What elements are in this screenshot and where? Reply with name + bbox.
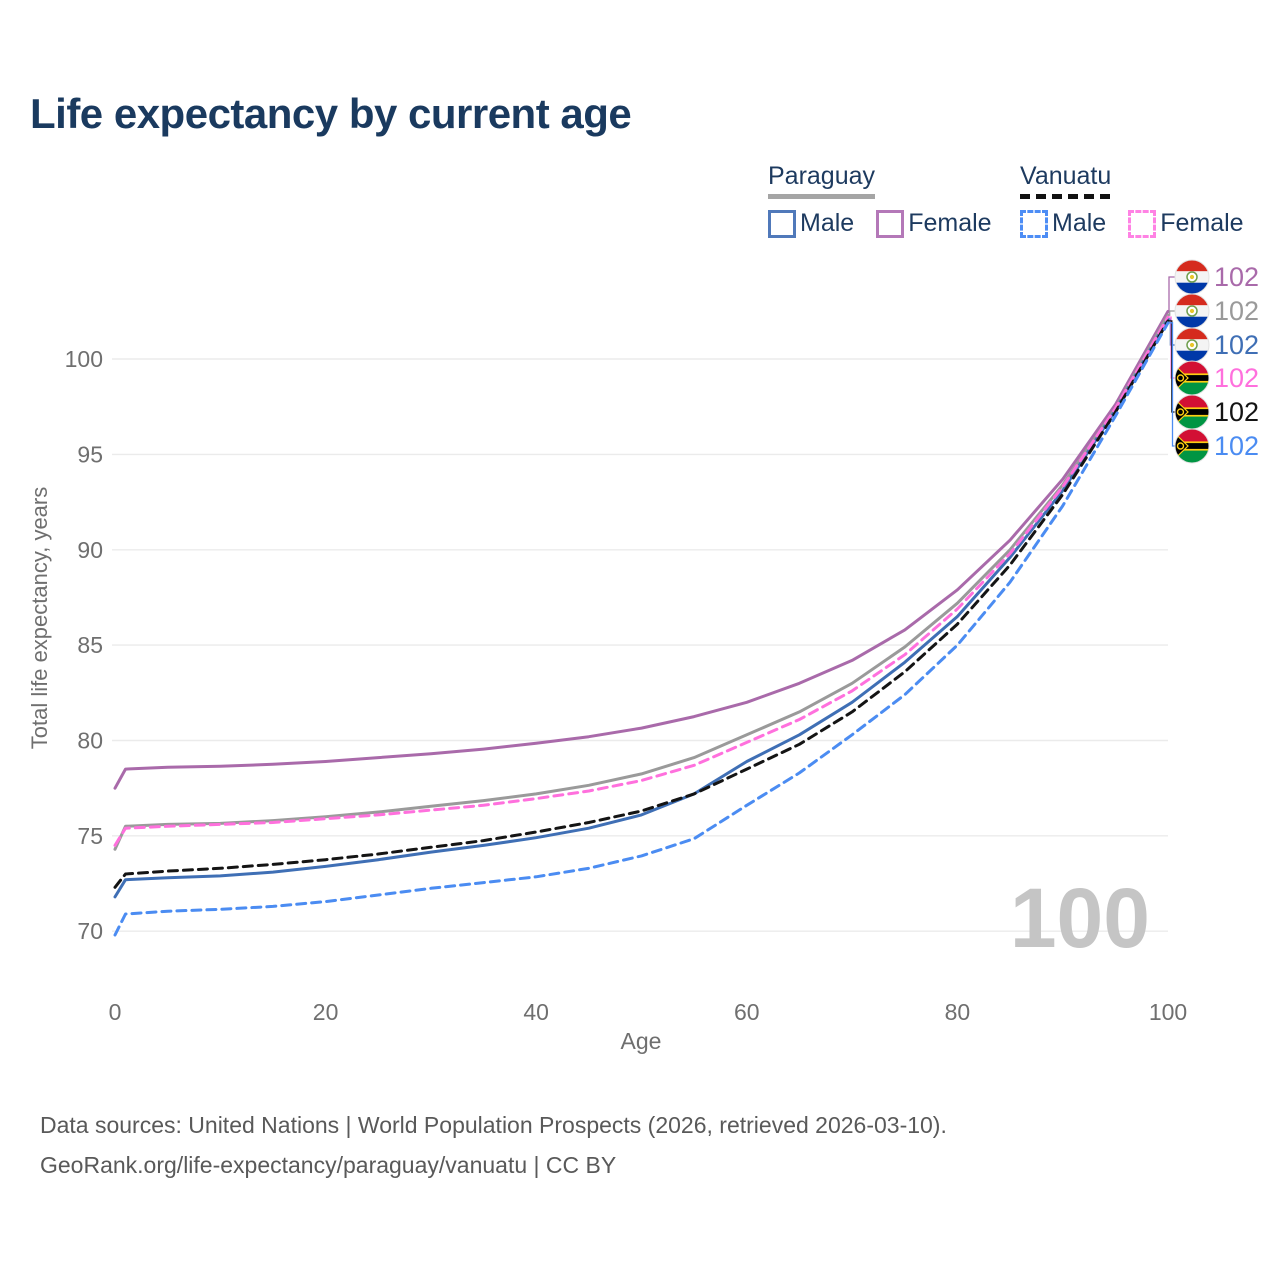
flag-paraguay-icon — [1174, 259, 1210, 295]
callout-connector — [1168, 276, 1175, 313]
legend-country-paraguay: Paraguay — [768, 162, 876, 199]
series-line-vanuatu-female — [113, 315, 1170, 847]
y-tick-label: 100 — [65, 346, 103, 372]
vanuatu-male-swatch-icon — [1020, 209, 1048, 238]
legend-country-label-vanuatu: Vanuatu — [1020, 162, 1112, 190]
end-value-label: 102 — [1214, 363, 1259, 393]
y-tick-label: 70 — [77, 918, 103, 944]
legend-item-label: Male — [1052, 209, 1107, 237]
axis-title-y: Total life expectancy, years — [27, 487, 52, 750]
legend-item-vanuatu-female[interactable]: Female — [1128, 209, 1244, 238]
flag-paraguay-icon — [1174, 327, 1210, 363]
legend-group-paraguay: Paraguay Male Female — [768, 162, 992, 238]
footer: Data sources: United Nations | World Pop… — [40, 1105, 947, 1185]
end-value-label: 102 — [1214, 330, 1259, 360]
legend-item-paraguay-male[interactable]: Male — [768, 209, 854, 238]
y-tick-label: 90 — [77, 537, 103, 563]
y-tick-label: 80 — [77, 728, 103, 754]
flag-paraguay-icon — [1174, 293, 1210, 329]
footer-attribution: GeoRank.org/life-expectancy/paraguay/van… — [40, 1152, 617, 1178]
callout-connector — [1168, 320, 1175, 413]
paraguay-male-swatch-icon — [768, 209, 796, 238]
end-value-label: 102 — [1214, 296, 1259, 326]
legend-country-vanuatu: Vanuatu — [1020, 162, 1112, 199]
legend-item-vanuatu-male[interactable]: Male — [1020, 209, 1106, 238]
vanuatu-female-swatch-icon — [1128, 209, 1157, 238]
end-value-label: 102 — [1214, 431, 1259, 461]
flag-vanuatu-icon — [1174, 394, 1210, 430]
legend-item-label: Female — [1160, 209, 1244, 237]
footer-data-sources: Data sources: United Nations | World Pop… — [40, 1112, 947, 1138]
end-value-label: 102 — [1214, 397, 1259, 427]
series-line-vanuatu-male — [113, 321, 1170, 937]
x-tick-label: 80 — [945, 999, 971, 1025]
x-tick-label: 20 — [313, 999, 339, 1025]
series-line-paraguay-female — [113, 309, 1170, 790]
end-value-label: 102 — [1214, 262, 1259, 292]
series-line-paraguay-male — [113, 317, 1170, 899]
axis-title-x: Age — [621, 1028, 662, 1054]
page-title: Life expectancy by current age — [30, 90, 632, 137]
x-tick-label: 100 — [1149, 999, 1187, 1025]
legend-item-label: Male — [800, 209, 855, 237]
y-tick-label: 95 — [77, 441, 103, 467]
y-tick-label: 85 — [77, 632, 103, 658]
flag-vanuatu-icon — [1174, 428, 1210, 464]
paraguay-female-swatch-icon — [876, 209, 905, 238]
legend-group-vanuatu: Vanuatu Male Female — [1020, 162, 1244, 238]
flag-vanuatu-icon — [1174, 360, 1210, 396]
legend-item-label: Female — [908, 209, 992, 237]
callout-connector — [1168, 310, 1175, 316]
legend-country-label-paraguay: Paraguay — [768, 162, 876, 190]
paraguay-solid-line-swatch — [768, 194, 876, 199]
vanuatu-dashed-line-swatch — [1020, 194, 1112, 199]
y-tick-label: 75 — [77, 823, 103, 849]
x-tick-label: 0 — [109, 999, 122, 1025]
series-line-vanuatu — [113, 319, 1170, 889]
x-tick-label: 40 — [523, 999, 549, 1025]
x-tick-label: 60 — [734, 999, 760, 1025]
legend-item-paraguay-female[interactable]: Female — [876, 209, 992, 238]
callout-connector — [1168, 322, 1175, 447]
age-counter-watermark: 100 — [1010, 871, 1150, 965]
